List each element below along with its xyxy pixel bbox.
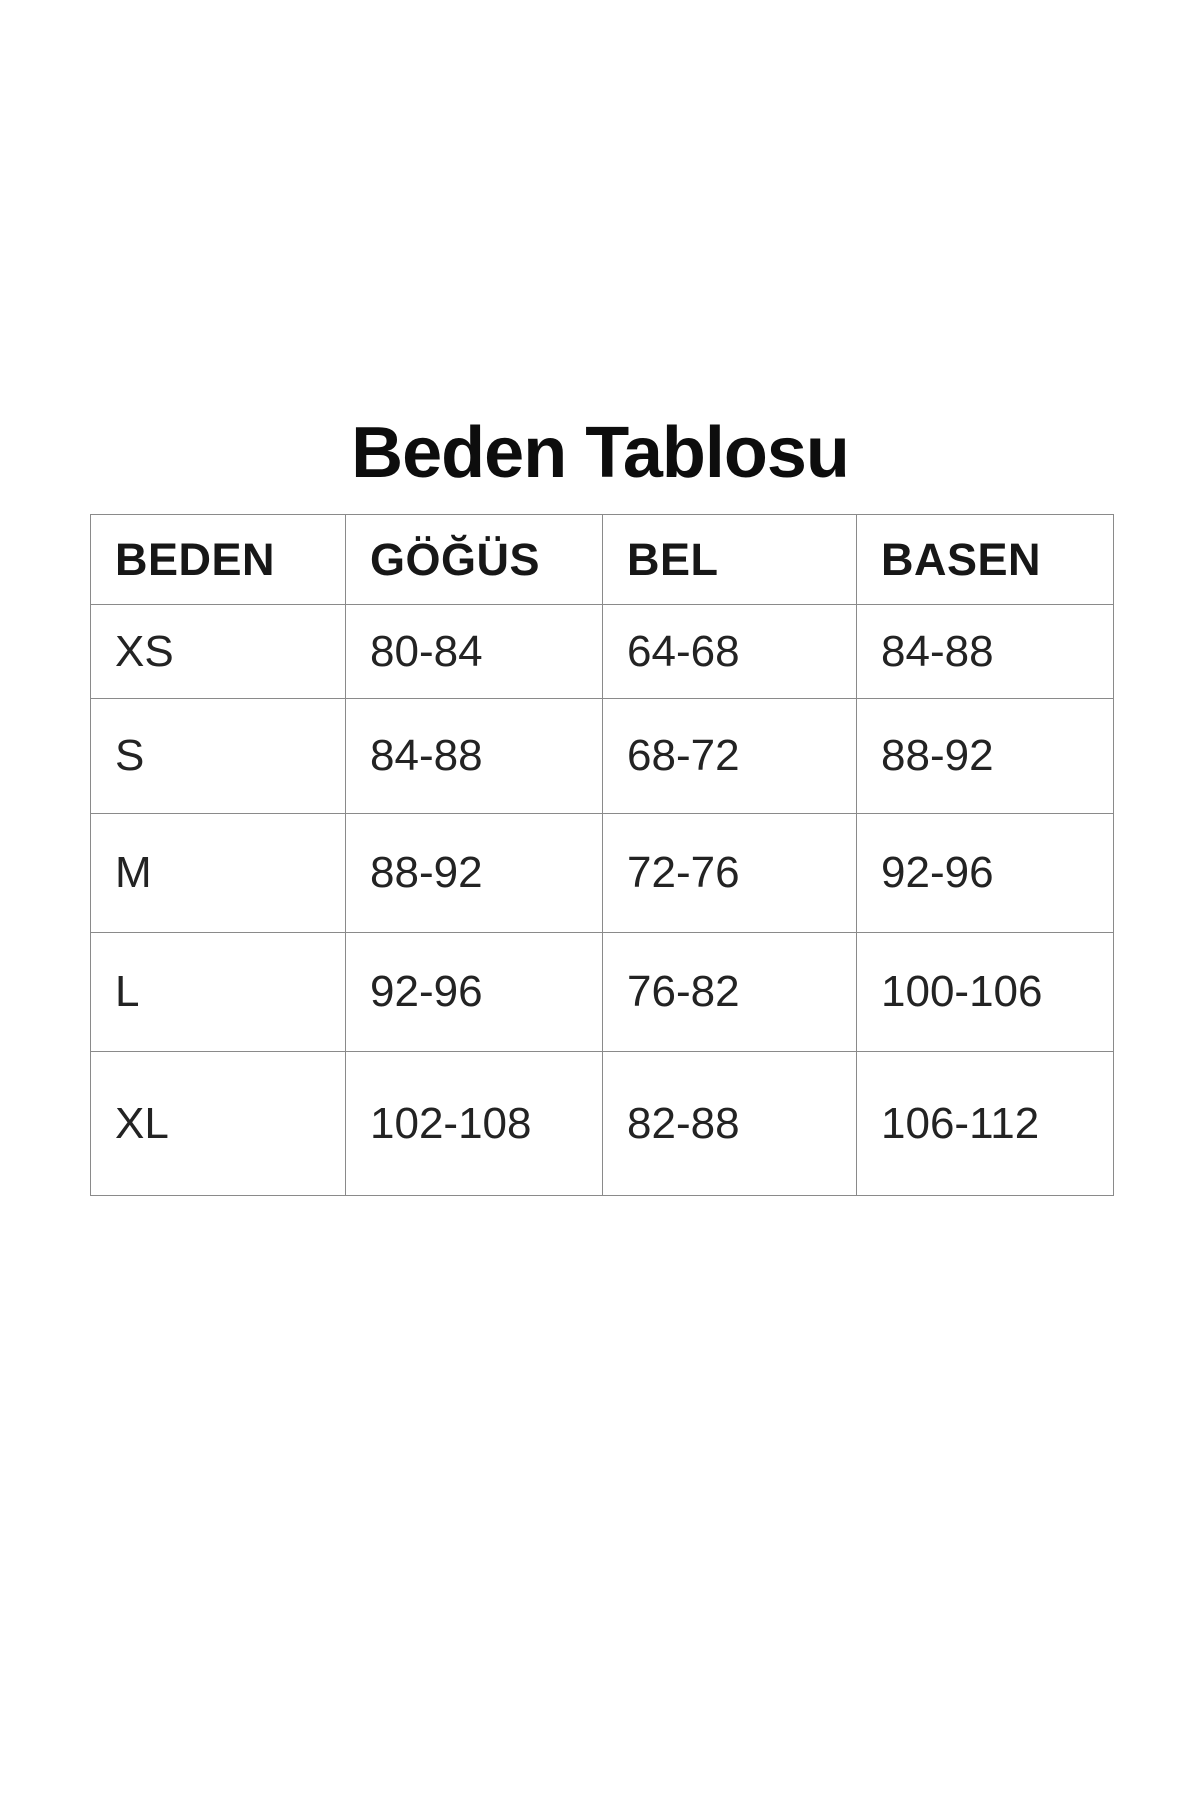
- header-cell-bel: BEL: [602, 514, 857, 605]
- size-table-body: XS 80-84 64-68 84-88 S 84-88 68-72 88-92…: [90, 604, 1114, 1196]
- header-cell-basen: BASEN: [856, 514, 1114, 605]
- basen-cell: 92-96: [856, 813, 1114, 933]
- gogus-cell: 84-88: [345, 698, 603, 814]
- gogus-cell: 88-92: [345, 813, 603, 933]
- basen-cell: 88-92: [856, 698, 1114, 814]
- page-title: Beden Tablosu: [351, 413, 850, 493]
- basen-cell: 84-88: [856, 604, 1114, 699]
- size-table-header: BEDEN GÖĞÜS BEL BASEN: [90, 514, 1114, 605]
- bel-cell: 68-72: [602, 698, 857, 814]
- size-table: BEDEN GÖĞÜS BEL BASEN XS 80-84 64-68 84-…: [90, 514, 1114, 1196]
- bel-cell: 82-88: [602, 1051, 857, 1196]
- size-cell: XS: [90, 604, 346, 699]
- bel-cell: 76-82: [602, 932, 857, 1052]
- table-row-l: L 92-96 76-82 100-106: [90, 932, 1114, 1052]
- size-cell: S: [90, 698, 346, 814]
- gogus-cell: 80-84: [345, 604, 603, 699]
- basen-cell: 100-106: [856, 932, 1114, 1052]
- header-cell-beden: BEDEN: [90, 514, 346, 605]
- table-row-xl: XL 102-108 82-88 106-112: [90, 1051, 1114, 1196]
- gogus-cell: 92-96: [345, 932, 603, 1052]
- table-row-xs: XS 80-84 64-68 84-88: [90, 604, 1114, 699]
- bel-cell: 64-68: [602, 604, 857, 699]
- header-row: BEDEN GÖĞÜS BEL BASEN: [90, 514, 1114, 605]
- size-cell: L: [90, 932, 346, 1052]
- gogus-cell: 102-108: [345, 1051, 603, 1196]
- header-cell-gogus: GÖĞÜS: [345, 514, 603, 605]
- basen-cell: 106-112: [856, 1051, 1114, 1196]
- size-cell: XL: [90, 1051, 346, 1196]
- bel-cell: 72-76: [602, 813, 857, 933]
- table-row-s: S 84-88 68-72 88-92: [90, 698, 1114, 814]
- table-row-m: M 88-92 72-76 92-96: [90, 813, 1114, 933]
- size-cell: M: [90, 813, 346, 933]
